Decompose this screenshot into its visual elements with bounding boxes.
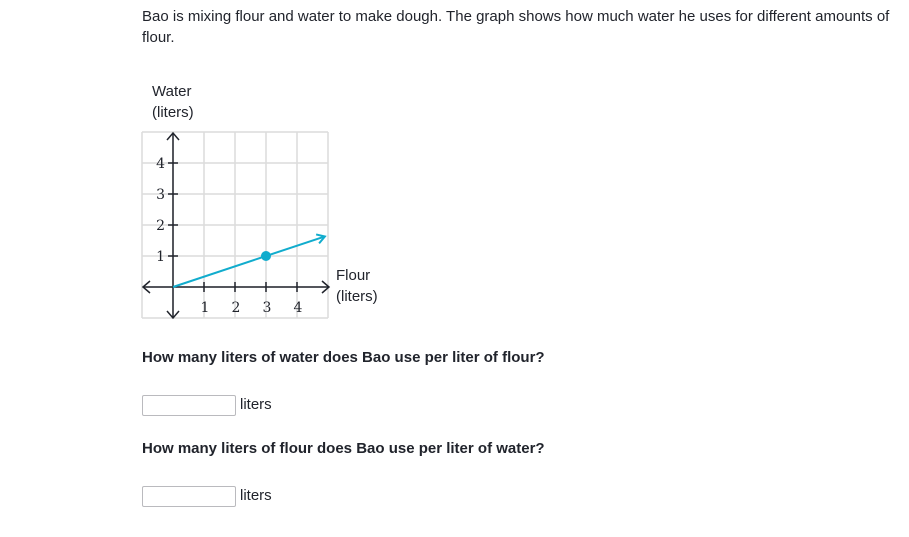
y-axis-title-line1: Water xyxy=(152,83,192,100)
y-tick-label: 3 xyxy=(156,187,165,203)
series-line xyxy=(172,235,326,288)
x-axis-title-line2: (liters) xyxy=(336,288,378,305)
answer-input-2[interactable] xyxy=(142,486,236,507)
y-axis-title-line2: (liters) xyxy=(152,104,194,121)
x-axis-title: Flour (liters) xyxy=(336,265,378,307)
problem-intro-line2: flour. xyxy=(142,29,175,46)
x-tick-label: 1 xyxy=(201,300,210,316)
x-tick-label: 2 xyxy=(232,300,241,316)
y-tick-label: 1 xyxy=(156,249,165,265)
y-tick-label: 2 xyxy=(156,218,165,234)
y-axis-title: Water (liters) xyxy=(152,81,194,123)
question-1-text: How many liters of water does Bao use pe… xyxy=(142,349,545,366)
problem-intro-line1: Bao is mixing flour and water to make do… xyxy=(142,8,890,25)
x-axis-arrow-right xyxy=(321,280,331,294)
question-2-text: How many liters of flour does Bao use pe… xyxy=(142,440,545,457)
answer-input-1[interactable] xyxy=(142,395,236,416)
x-tick-label: 4 xyxy=(294,300,303,316)
y-axis-arrow-up xyxy=(166,131,180,141)
answer-unit-2: liters xyxy=(240,487,272,504)
data-point xyxy=(261,251,271,261)
y-tick-label: 4 xyxy=(156,156,165,172)
y-axis-arrow-down xyxy=(166,310,180,320)
series-line-arrow xyxy=(315,233,327,244)
x-axis-arrow-left xyxy=(141,280,151,294)
x-tick-label: 3 xyxy=(263,300,272,316)
answer-unit-1: liters xyxy=(240,396,272,413)
problem-statement: Bao is mixing flour and water to make do… xyxy=(142,6,907,48)
x-axis-title-line1: Flour xyxy=(336,267,371,284)
